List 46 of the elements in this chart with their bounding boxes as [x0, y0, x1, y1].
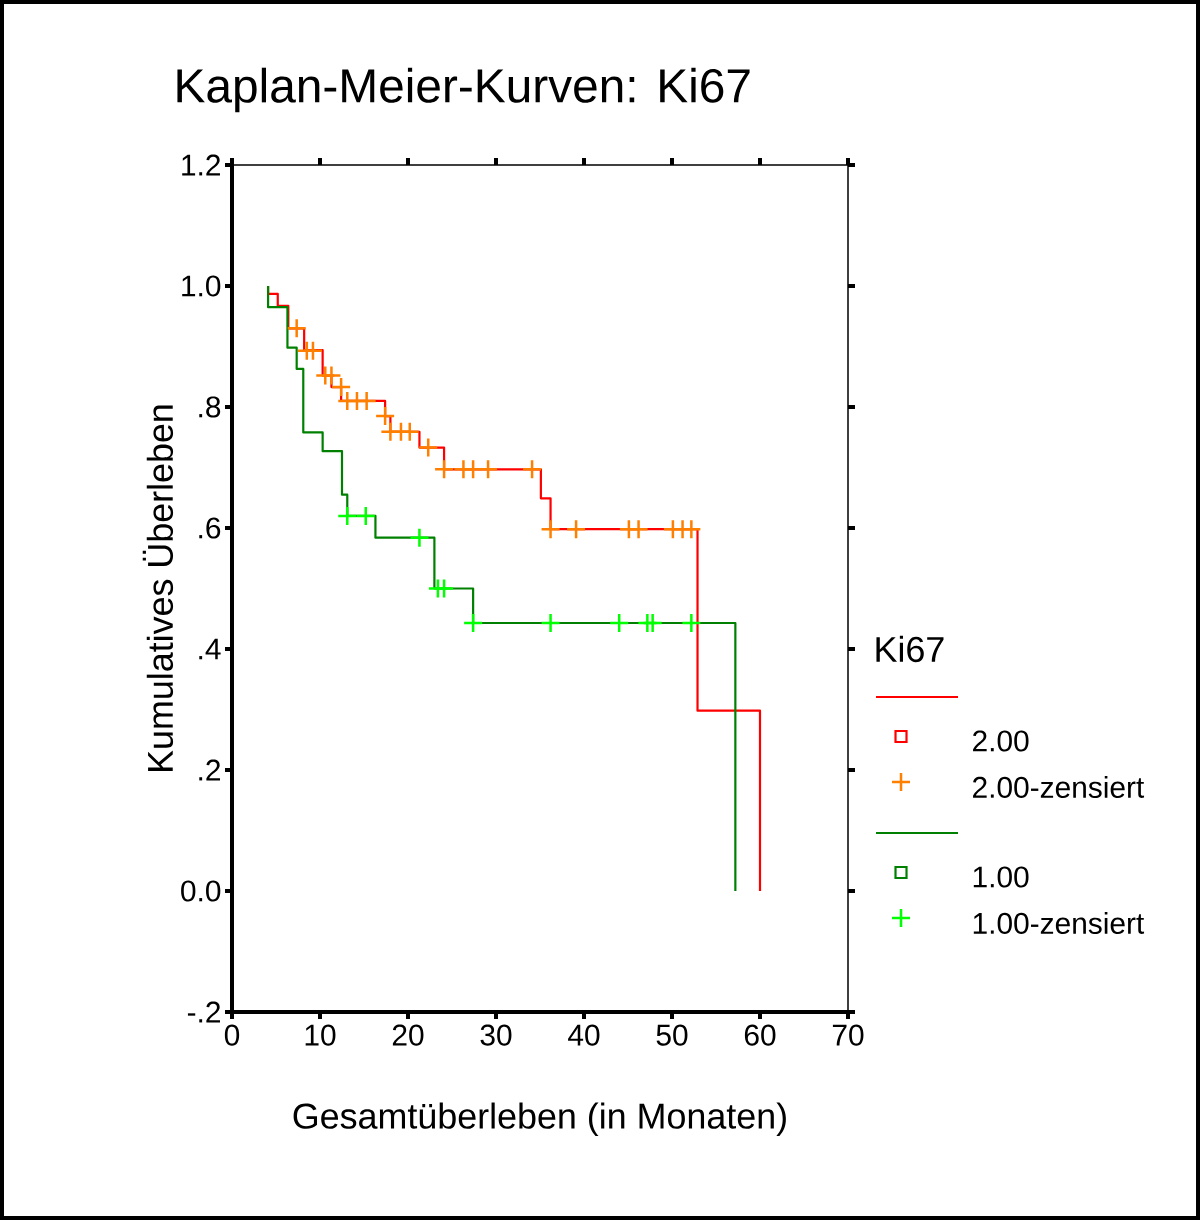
x-tick-label: 20	[392, 1024, 424, 1046]
y-tick-label: .8	[199, 396, 221, 418]
x-axis-title: Gesamtüberleben (in Monaten)	[293, 1102, 786, 1136]
legend-label: 1.00-zensiert	[973, 912, 1145, 934]
y-tick-label: 1.2	[182, 154, 220, 176]
point	[417, 437, 439, 458]
point	[477, 459, 499, 480]
point	[433, 459, 455, 480]
x-tick-label: 0	[224, 1024, 240, 1046]
legend-title: Ki67	[876, 635, 944, 663]
x-tick-label: 50	[656, 1024, 688, 1046]
y-tick-label: .2	[199, 759, 220, 781]
legend-label: 2.00-zensiert	[973, 776, 1145, 798]
point	[302, 340, 324, 361]
point	[433, 578, 455, 599]
y-tick-label: .4	[199, 638, 221, 660]
y-tick-label: -.2	[187, 1001, 220, 1023]
point	[608, 612, 630, 634]
y-tick-label: 0.0	[181, 880, 221, 902]
legend-label: 2.00	[973, 730, 1029, 752]
point	[374, 405, 396, 427]
point	[409, 527, 430, 548]
point	[356, 390, 377, 412]
point	[681, 612, 702, 634]
point	[399, 421, 421, 443]
x-tick-label: 10	[305, 1024, 336, 1046]
point	[628, 518, 649, 540]
chart-title: Kaplan-Meier-Kurven: Ki67	[177, 67, 750, 113]
point	[565, 518, 587, 540]
x-tick-label: 60	[744, 1024, 776, 1046]
point	[540, 612, 561, 634]
point	[540, 518, 561, 540]
point	[642, 612, 663, 634]
point	[286, 318, 307, 339]
y-tick-label: .6	[199, 517, 221, 539]
point	[462, 612, 484, 634]
y-axis-title: Kumulatives Überleben	[142, 405, 174, 771]
point	[337, 505, 358, 527]
x-tick-label: 70	[832, 1024, 864, 1046]
point	[521, 459, 543, 480]
x-tick-label: 30	[480, 1024, 512, 1046]
y-tick-label: 1.0	[182, 275, 221, 297]
point	[355, 505, 377, 527]
legend-label: 1.00	[973, 866, 1029, 888]
point	[681, 518, 702, 540]
x-tick-label: 40	[568, 1024, 600, 1046]
